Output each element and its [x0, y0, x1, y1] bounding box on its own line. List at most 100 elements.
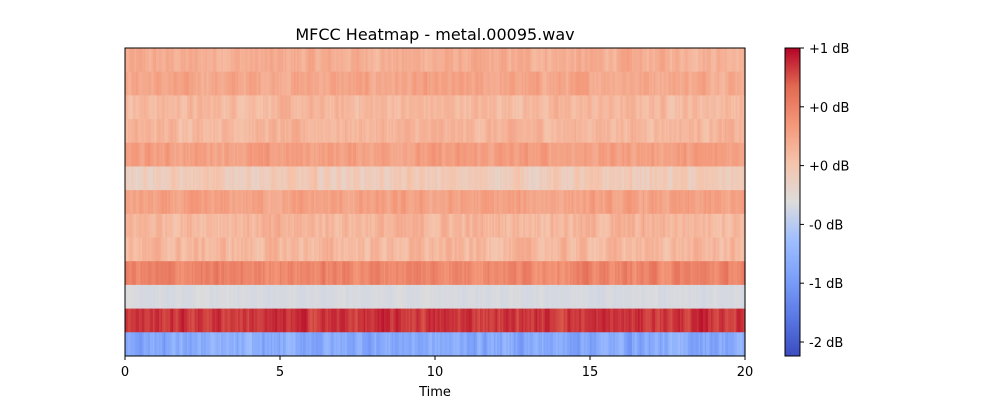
heatmap-cell [518, 261, 521, 286]
heatmap-cell [439, 237, 442, 262]
heatmap-cell [481, 261, 484, 286]
heatmap-cell [314, 332, 317, 357]
heatmap-cell [280, 190, 283, 215]
heatmap-cell [476, 119, 479, 144]
heatmap-cell [721, 284, 724, 309]
heatmap-cell [582, 213, 585, 238]
heatmap-cell [424, 237, 427, 262]
heatmap-cell [438, 166, 441, 191]
heatmap-cell [540, 308, 543, 333]
heatmap-cell [487, 71, 490, 96]
heatmap-cell [720, 71, 723, 96]
heatmap-cell [545, 261, 548, 286]
heatmap-cell [222, 71, 225, 96]
heatmap-cell [157, 284, 160, 309]
heatmap-cell [235, 237, 238, 262]
heatmap-cell [352, 48, 355, 72]
heatmap-cell [500, 308, 503, 333]
heatmap-cell [667, 261, 670, 286]
heatmap-cell [216, 261, 219, 286]
heatmap-cell [297, 237, 300, 262]
heatmap-cell [292, 261, 295, 286]
heatmap-cell [456, 284, 459, 309]
heatmap-cell [555, 261, 559, 286]
heatmap-cell [221, 308, 224, 333]
heatmap-cell [174, 48, 177, 72]
heatmap-cell [577, 190, 580, 215]
heatmap-cell [562, 71, 565, 96]
heatmap-cell [586, 190, 590, 215]
heatmap-cell [659, 308, 662, 333]
heatmap-cell [264, 119, 267, 144]
heatmap-cell [373, 142, 376, 167]
heatmap-cell [577, 48, 580, 72]
heatmap-cell [497, 213, 500, 238]
heatmap-cell [383, 142, 386, 167]
heatmap-cell [737, 308, 740, 333]
heatmap-cell [162, 71, 165, 96]
heatmap-cell [647, 119, 650, 144]
heatmap-cell [390, 261, 393, 286]
heatmap-cell [342, 284, 345, 309]
heatmap-cell [605, 48, 608, 72]
heatmap-cell [538, 142, 541, 167]
heatmap-cell [151, 95, 154, 120]
heatmap-cell [250, 332, 253, 357]
heatmap-cell [593, 95, 596, 120]
heatmap-cell [142, 166, 145, 191]
heatmap-cell [309, 142, 312, 167]
heatmap-cell [445, 308, 448, 333]
heatmap-cell [560, 95, 563, 120]
heatmap-cell [603, 213, 607, 238]
heatmap-cell [717, 190, 720, 215]
heatmap-cell [650, 190, 653, 215]
heatmap-cell [645, 142, 648, 167]
heatmap-cell [385, 119, 388, 144]
heatmap-cell [408, 48, 411, 72]
heatmap-cell [323, 142, 326, 167]
heatmap-cell [422, 119, 425, 144]
heatmap-cell [509, 284, 512, 309]
heatmap-cell [346, 213, 349, 238]
heatmap-cell [425, 95, 428, 120]
heatmap-cell [373, 119, 376, 144]
heatmap-cell [278, 308, 281, 333]
heatmap-cell [653, 142, 656, 167]
heatmap-cell [168, 332, 171, 357]
heatmap-cell [472, 213, 475, 238]
heatmap-cell [355, 332, 359, 357]
heatmap-cell [417, 71, 421, 96]
heatmap-cell [459, 237, 462, 262]
heatmap-cell [650, 308, 653, 333]
heatmap-cell [621, 166, 624, 191]
heatmap-cell [678, 48, 681, 72]
heatmap-cell [185, 332, 188, 357]
heatmap-cell [269, 166, 272, 191]
heatmap-cell [560, 237, 563, 262]
heatmap-cell [658, 308, 661, 333]
heatmap-cell [143, 332, 146, 357]
heatmap-cell [676, 71, 679, 96]
heatmap-cell [659, 237, 662, 262]
heatmap-cell [439, 48, 442, 72]
heatmap-cell [514, 213, 517, 238]
heatmap-cell [293, 213, 297, 238]
heatmap-cell [320, 332, 323, 357]
heatmap-cell [233, 308, 236, 333]
heatmap-cell [737, 48, 740, 72]
heatmap-cell [210, 71, 213, 96]
heatmap-cell [707, 213, 710, 238]
heatmap-cell [425, 261, 428, 286]
heatmap-cell [179, 308, 182, 333]
heatmap-cell [517, 166, 520, 191]
heatmap-cell [177, 213, 180, 238]
heatmap-cell [393, 261, 396, 286]
heatmap-cell [317, 237, 320, 262]
heatmap-cell [125, 95, 128, 120]
heatmap-cell [703, 48, 706, 72]
heatmap-cell [276, 119, 280, 144]
heatmap-cell [388, 166, 391, 191]
heatmap-cell [191, 95, 194, 120]
heatmap-cell [247, 166, 250, 191]
